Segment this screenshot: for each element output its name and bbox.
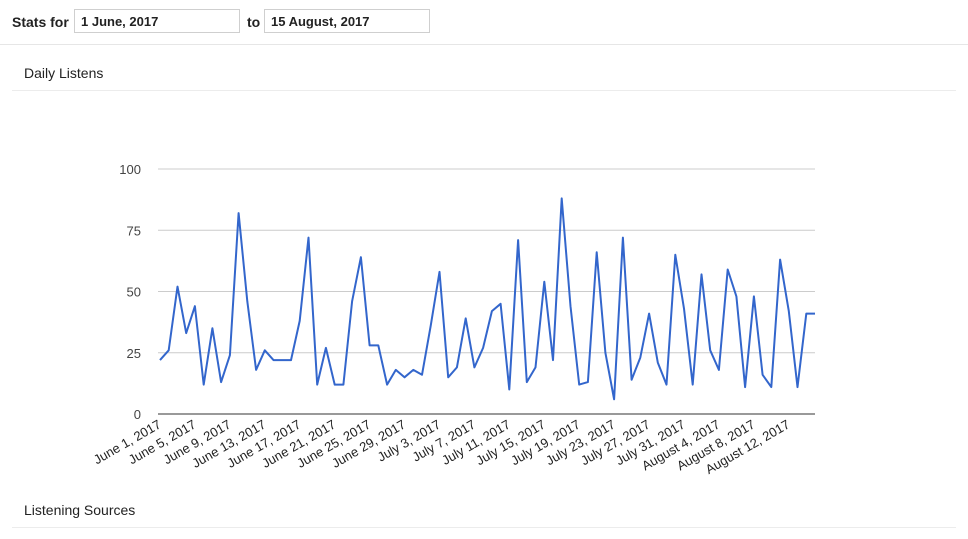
data-point (306, 236, 310, 240)
data-point (507, 388, 511, 392)
data-point (516, 238, 520, 242)
data-point (228, 353, 232, 357)
data-point (455, 365, 459, 369)
y-tick-label: 75 (127, 223, 141, 238)
data-point (665, 383, 669, 387)
data-point (481, 346, 485, 350)
data-point (603, 351, 607, 355)
data-point (376, 343, 380, 347)
data-point (595, 250, 599, 254)
end-date-input[interactable] (264, 9, 430, 33)
data-point (175, 285, 179, 289)
data-point (499, 302, 503, 306)
data-point (656, 361, 660, 365)
y-tick-label: 0 (134, 407, 141, 422)
y-tick-label: 25 (127, 346, 141, 361)
data-point (621, 236, 625, 240)
data-point (769, 385, 773, 389)
data-point (315, 383, 319, 387)
data-point (184, 331, 188, 335)
data-point (787, 309, 791, 313)
start-date-input[interactable] (74, 9, 240, 33)
data-point (630, 378, 634, 382)
data-point (403, 375, 407, 379)
daily-listens-title: Daily Listens (24, 65, 104, 81)
data-point (699, 272, 703, 276)
data-point (586, 380, 590, 384)
to-label: to (247, 14, 261, 30)
y-tick-label: 50 (127, 285, 141, 300)
stats-for-label: Stats for (12, 14, 69, 30)
data-point (350, 299, 354, 303)
data-point (752, 294, 756, 298)
data-point (534, 365, 538, 369)
data-point (368, 343, 372, 347)
data-point (577, 383, 581, 387)
data-point (551, 358, 555, 362)
data-point (193, 304, 197, 308)
data-point (359, 255, 363, 259)
data-point (612, 397, 616, 401)
data-point (542, 280, 546, 284)
data-point (796, 385, 800, 389)
listening-sources-title: Listening Sources (24, 502, 136, 518)
data-point (525, 380, 529, 384)
daily-listens-divider (12, 90, 956, 91)
data-point (341, 383, 345, 387)
data-point (490, 309, 494, 313)
data-point (289, 358, 293, 362)
data-point (429, 324, 433, 328)
listening-sources-divider (12, 527, 956, 528)
data-point (682, 307, 686, 311)
data-point (254, 368, 258, 372)
data-point (804, 312, 808, 316)
data-point (237, 211, 241, 215)
data-point (778, 258, 782, 262)
data-point (568, 304, 572, 308)
data-point (167, 348, 171, 352)
data-point (210, 326, 214, 330)
data-point (726, 267, 730, 271)
data-point (324, 346, 328, 350)
data-point (472, 365, 476, 369)
data-point (708, 348, 712, 352)
data-point (385, 383, 389, 387)
data-point (464, 316, 468, 320)
data-point (673, 253, 677, 257)
data-point (437, 270, 441, 274)
y-tick-label: 100 (119, 162, 141, 177)
data-point (202, 383, 206, 387)
data-point (272, 358, 276, 362)
data-point (691, 383, 695, 387)
data-point (638, 356, 642, 360)
data-point (411, 368, 415, 372)
data-point (446, 375, 450, 379)
series-line-daily-listens (159, 197, 815, 401)
data-point (734, 294, 738, 298)
data-point (219, 380, 223, 384)
data-point (813, 312, 817, 316)
data-point (717, 368, 721, 372)
data-point (298, 319, 302, 323)
data-point (394, 368, 398, 372)
data-point (761, 373, 765, 377)
data-point (333, 383, 337, 387)
data-point (420, 373, 424, 377)
data-point (647, 312, 651, 316)
data-point (743, 385, 747, 389)
date-range-toolbar: Stats for to (0, 0, 968, 45)
data-point (245, 299, 249, 303)
data-point (263, 348, 267, 352)
data-point (280, 358, 284, 362)
data-point (560, 196, 564, 200)
data-point (158, 358, 162, 362)
